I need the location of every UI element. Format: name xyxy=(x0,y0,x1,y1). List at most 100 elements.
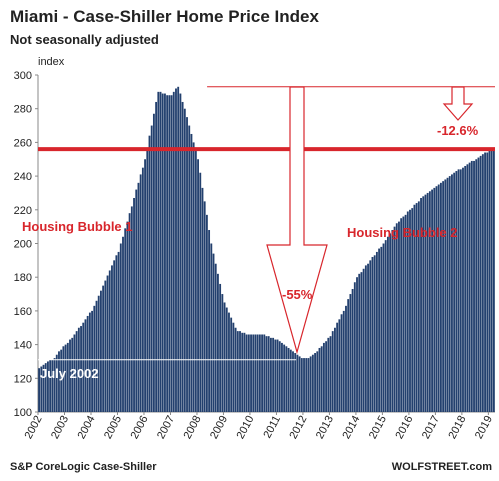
bar xyxy=(210,243,213,412)
bar xyxy=(168,95,171,412)
bar xyxy=(245,334,248,412)
bar xyxy=(130,206,133,412)
bar xyxy=(345,305,347,412)
bar xyxy=(69,339,71,412)
bar xyxy=(51,359,54,412)
x-tick-label: 2007 xyxy=(155,414,177,441)
y-tick-label: 220 xyxy=(14,205,32,217)
bar xyxy=(82,322,85,412)
bar xyxy=(411,208,414,412)
bar xyxy=(40,366,43,412)
bar xyxy=(415,203,418,412)
x-tick-label: 2005 xyxy=(102,414,124,441)
bar xyxy=(305,358,308,412)
y-tick-label: 200 xyxy=(14,239,32,251)
bar xyxy=(221,294,224,412)
bar xyxy=(334,327,336,412)
bar xyxy=(316,351,319,412)
bar xyxy=(201,187,204,412)
bar xyxy=(128,213,131,412)
bar xyxy=(371,256,374,412)
bar xyxy=(367,263,369,412)
bar xyxy=(186,117,188,412)
bar xyxy=(159,91,162,412)
bar xyxy=(53,358,56,412)
bar xyxy=(349,294,352,412)
bar xyxy=(283,344,286,412)
bar xyxy=(437,184,440,412)
bar xyxy=(49,359,52,412)
annotation: Housing Bubble 2 xyxy=(347,225,458,240)
drop-arrow xyxy=(266,86,328,355)
bar xyxy=(448,176,451,412)
bar xyxy=(188,125,191,413)
bar xyxy=(492,149,495,412)
bar xyxy=(402,216,405,412)
bar xyxy=(298,356,301,412)
bar xyxy=(265,336,268,412)
bar xyxy=(398,221,400,412)
bar xyxy=(327,337,330,412)
bar xyxy=(161,93,164,412)
x-tick-label: 2017 xyxy=(420,414,442,441)
bar xyxy=(144,159,147,412)
chart-title: Miami - Case-Shiller Home Price Index xyxy=(10,7,319,26)
x-tick-label: 2018 xyxy=(446,414,468,441)
bar xyxy=(124,228,127,412)
bar xyxy=(66,342,69,412)
bar xyxy=(95,300,98,412)
y-tick-label: 120 xyxy=(14,373,32,385)
bar xyxy=(157,91,160,412)
bar xyxy=(362,268,365,412)
bar xyxy=(453,172,456,412)
bar xyxy=(190,133,193,412)
x-tick-label: 2006 xyxy=(129,414,151,441)
bar xyxy=(490,150,493,412)
bar xyxy=(258,334,261,412)
bar xyxy=(464,165,467,412)
bar xyxy=(406,211,409,412)
bar xyxy=(141,167,144,412)
bar xyxy=(400,218,403,412)
bar xyxy=(263,334,266,412)
bar xyxy=(38,368,41,412)
bar xyxy=(459,169,462,412)
bar xyxy=(135,189,138,412)
bar xyxy=(369,260,372,412)
y-axis-label: index xyxy=(38,56,65,68)
bar xyxy=(353,282,356,412)
bar xyxy=(155,101,158,413)
bar xyxy=(342,310,345,412)
credit: WOLFSTREET.com xyxy=(392,461,492,473)
bar xyxy=(64,344,67,412)
bar xyxy=(413,204,416,412)
bar xyxy=(320,346,323,412)
bar xyxy=(309,356,312,412)
bar xyxy=(322,342,325,412)
bar xyxy=(236,331,239,412)
bar xyxy=(276,339,279,412)
bar xyxy=(340,314,343,412)
bar xyxy=(177,86,180,413)
bar xyxy=(360,272,363,412)
bar xyxy=(241,332,244,412)
bar xyxy=(433,187,436,412)
bar xyxy=(247,334,250,412)
bar xyxy=(274,339,277,412)
bar xyxy=(172,91,175,412)
bar xyxy=(146,147,149,412)
bar xyxy=(192,142,195,412)
bar xyxy=(137,182,140,412)
bar xyxy=(351,288,354,412)
bar xyxy=(71,337,74,412)
bar xyxy=(252,334,255,412)
bar xyxy=(58,351,60,412)
bar xyxy=(455,171,458,412)
drop-arrow-small xyxy=(442,86,474,121)
bar xyxy=(84,319,87,412)
bar xyxy=(289,349,292,412)
bar xyxy=(431,189,434,412)
bar xyxy=(133,198,135,412)
bar xyxy=(272,337,275,412)
